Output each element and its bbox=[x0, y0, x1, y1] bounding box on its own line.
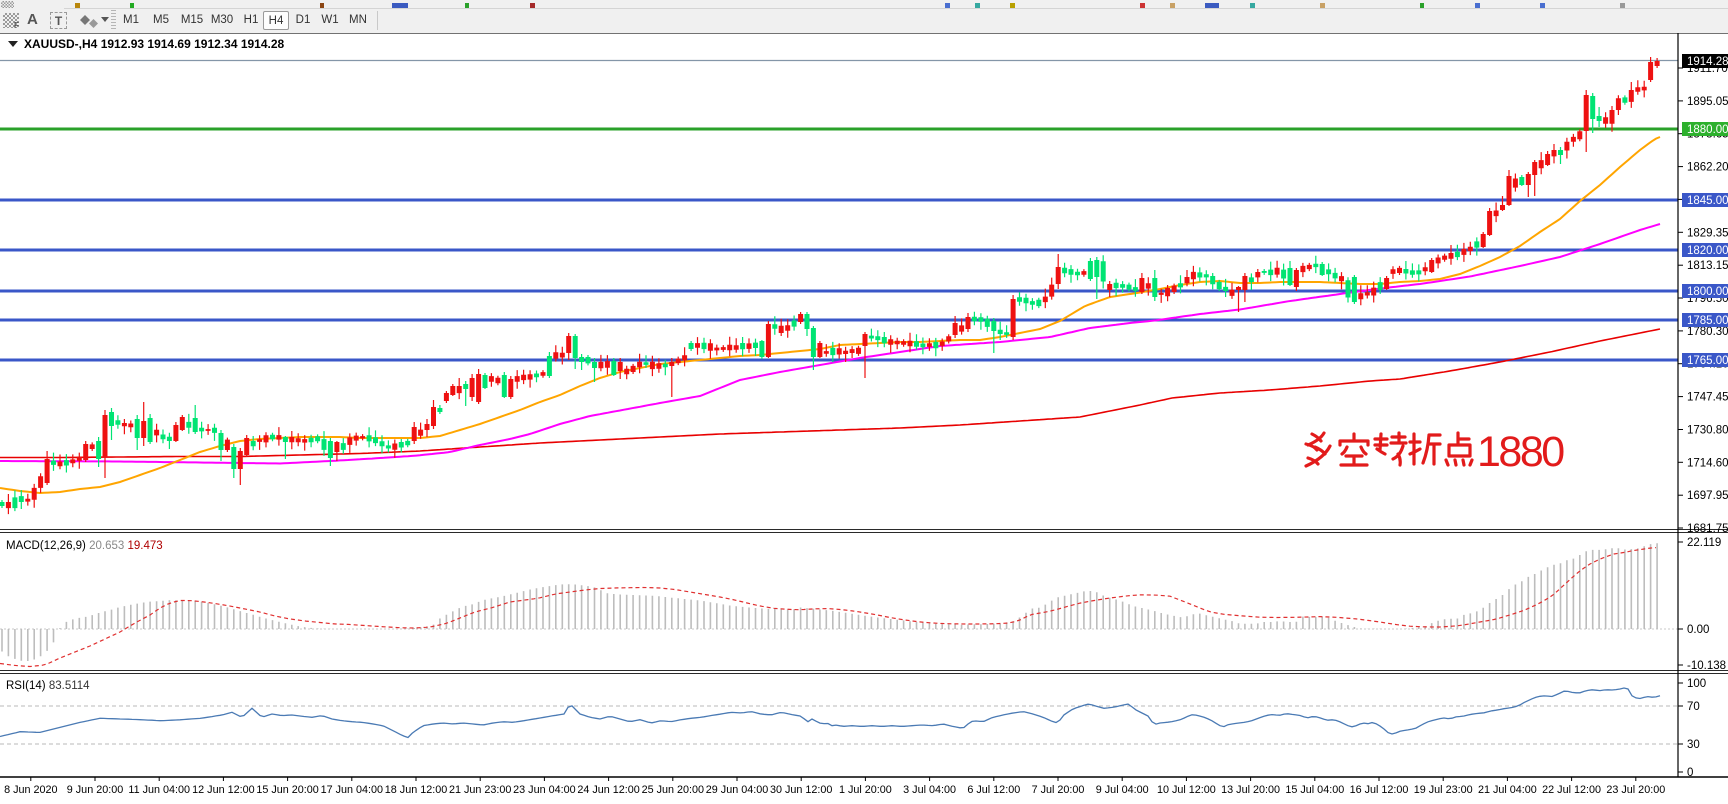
svg-text:1800.00: 1800.00 bbox=[1687, 286, 1728, 298]
svg-text:10 Jul 12:00: 10 Jul 12:00 bbox=[1157, 784, 1216, 796]
svg-text:1697.95: 1697.95 bbox=[1687, 490, 1728, 502]
svg-text:1829.35: 1829.35 bbox=[1687, 227, 1728, 239]
svg-text:17 Jun 04:00: 17 Jun 04:00 bbox=[321, 784, 383, 796]
svg-text:9 Jun 20:00: 9 Jun 20:00 bbox=[67, 784, 123, 796]
svg-text:XAUUSD-,H4 1912.93 1914.69 19: XAUUSD-,H4 1912.93 1914.69 1912.34 1914.… bbox=[24, 37, 285, 51]
svg-text:12 Jun 12:00: 12 Jun 12:00 bbox=[192, 784, 254, 796]
svg-text:18 Jun 12:00: 18 Jun 12:00 bbox=[385, 784, 447, 796]
svg-text:1 Jul 20:00: 1 Jul 20:00 bbox=[839, 784, 892, 796]
svg-text:0.00: 0.00 bbox=[1687, 624, 1709, 636]
svg-text:29 Jun 04:00: 29 Jun 04:00 bbox=[706, 784, 768, 796]
svg-text:16 Jul 12:00: 16 Jul 12:00 bbox=[1350, 784, 1409, 796]
svg-text:1914.28: 1914.28 bbox=[1687, 56, 1728, 68]
svg-text:RSI(14) 83.5114: RSI(14) 83.5114 bbox=[6, 680, 90, 692]
svg-text:15 Jul 04:00: 15 Jul 04:00 bbox=[1285, 784, 1344, 796]
svg-text:1681.75: 1681.75 bbox=[1687, 523, 1728, 535]
svg-text:1730.80: 1730.80 bbox=[1687, 425, 1728, 437]
svg-text:100: 100 bbox=[1687, 678, 1706, 690]
svg-text:1785.00: 1785.00 bbox=[1687, 315, 1728, 327]
svg-text:22 Jul 12:00: 22 Jul 12:00 bbox=[1542, 784, 1601, 796]
svg-text:1714.60: 1714.60 bbox=[1687, 457, 1728, 469]
svg-text:21 Jun 23:00: 21 Jun 23:00 bbox=[449, 784, 511, 796]
svg-text:8 Jun 2020: 8 Jun 2020 bbox=[4, 784, 57, 796]
svg-text:1880: 1880 bbox=[1477, 428, 1564, 476]
svg-text:-10.138: -10.138 bbox=[1687, 660, 1726, 672]
svg-text:21 Jul 04:00: 21 Jul 04:00 bbox=[1478, 784, 1537, 796]
svg-text:1813.15: 1813.15 bbox=[1687, 260, 1728, 272]
svg-text:22.119: 22.119 bbox=[1687, 537, 1721, 549]
svg-text:0: 0 bbox=[1687, 767, 1693, 779]
svg-text:30 Jun 12:00: 30 Jun 12:00 bbox=[770, 784, 832, 796]
svg-text:23 Jul 20:00: 23 Jul 20:00 bbox=[1606, 784, 1665, 796]
svg-text:30: 30 bbox=[1687, 739, 1700, 751]
svg-text:1862.20: 1862.20 bbox=[1687, 162, 1728, 174]
svg-text:7 Jul 20:00: 7 Jul 20:00 bbox=[1032, 784, 1085, 796]
svg-text:MACD(12,26,9) 20.653 19.473: MACD(12,26,9) 20.653 19.473 bbox=[6, 540, 163, 552]
svg-text:13 Jul 20:00: 13 Jul 20:00 bbox=[1221, 784, 1280, 796]
svg-text:1895.05: 1895.05 bbox=[1687, 96, 1728, 108]
svg-text:1765.00: 1765.00 bbox=[1687, 355, 1728, 367]
svg-text:24 Jun 12:00: 24 Jun 12:00 bbox=[577, 784, 639, 796]
svg-text:3 Jul 04:00: 3 Jul 04:00 bbox=[903, 784, 956, 796]
svg-text:1747.45: 1747.45 bbox=[1687, 392, 1728, 404]
svg-text:1880.00: 1880.00 bbox=[1687, 124, 1728, 136]
svg-text:11 Jun 04:00: 11 Jun 04:00 bbox=[128, 784, 190, 796]
svg-text:70: 70 bbox=[1687, 701, 1700, 713]
svg-text:9 Jul 04:00: 9 Jul 04:00 bbox=[1096, 784, 1149, 796]
svg-text:15 Jun 20:00: 15 Jun 20:00 bbox=[256, 784, 318, 796]
svg-text:25 Jun 20:00: 25 Jun 20:00 bbox=[642, 784, 704, 796]
svg-text:19 Jul 23:00: 19 Jul 23:00 bbox=[1414, 784, 1473, 796]
svg-text:23 Jun 04:00: 23 Jun 04:00 bbox=[513, 784, 575, 796]
svg-text:1845.00: 1845.00 bbox=[1687, 195, 1728, 207]
svg-text:1780.30: 1780.30 bbox=[1687, 326, 1728, 338]
svg-text:1820.00: 1820.00 bbox=[1687, 245, 1728, 257]
svg-text:6 Jul 12:00: 6 Jul 12:00 bbox=[967, 784, 1020, 796]
